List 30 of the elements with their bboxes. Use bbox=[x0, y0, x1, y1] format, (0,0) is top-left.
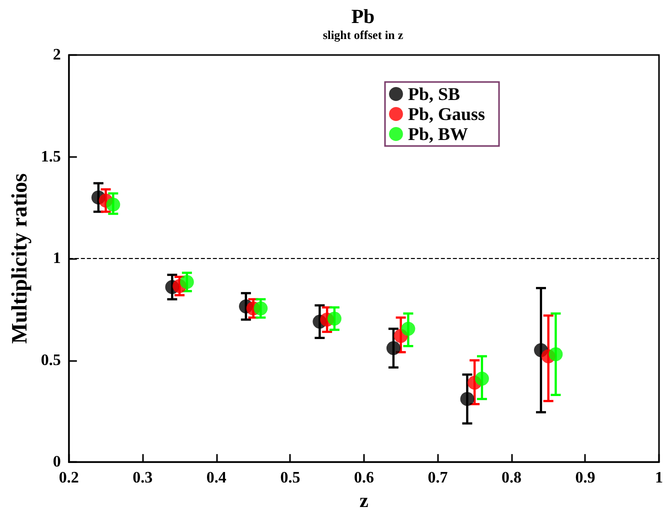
x-tick-label: 0.9 bbox=[575, 470, 596, 487]
point bbox=[327, 312, 342, 326]
y-tick-label: 0.5 bbox=[40, 352, 61, 369]
chart-subtitle: slight offset in z bbox=[322, 28, 404, 42]
legend-label: Pb, Gauss bbox=[408, 104, 486, 124]
y-axis-title: Multiplicity ratios bbox=[6, 172, 32, 344]
y-tick-label: 1 bbox=[52, 250, 61, 268]
point bbox=[474, 372, 489, 386]
x-tick-label: 0.6 bbox=[354, 470, 374, 487]
legend-label: Pb, SB bbox=[408, 84, 460, 104]
point bbox=[180, 274, 194, 289]
point bbox=[254, 301, 268, 316]
x-tick-label: 1 bbox=[655, 470, 663, 487]
point bbox=[460, 392, 474, 406]
x-tick-label: 0.3 bbox=[132, 470, 153, 487]
point bbox=[548, 347, 563, 362]
y-tick-label: 0 bbox=[52, 454, 61, 471]
point bbox=[401, 322, 416, 336]
y-tick-label: 2 bbox=[52, 46, 61, 64]
x-tick-label: 0.7 bbox=[428, 470, 448, 487]
x-tick-label: 0.4 bbox=[206, 470, 226, 487]
x-tick-label: 0.8 bbox=[501, 470, 522, 487]
x-axis-title: z bbox=[360, 490, 369, 512]
point bbox=[386, 341, 400, 356]
chart-title: Pb bbox=[351, 6, 375, 28]
x-tick-label: 0.2 bbox=[58, 470, 79, 487]
point bbox=[106, 198, 120, 212]
y-tick-label: 1.5 bbox=[40, 148, 61, 166]
legend-label: Pb, BW bbox=[408, 124, 468, 144]
x-tick-label: 0.5 bbox=[280, 470, 300, 487]
